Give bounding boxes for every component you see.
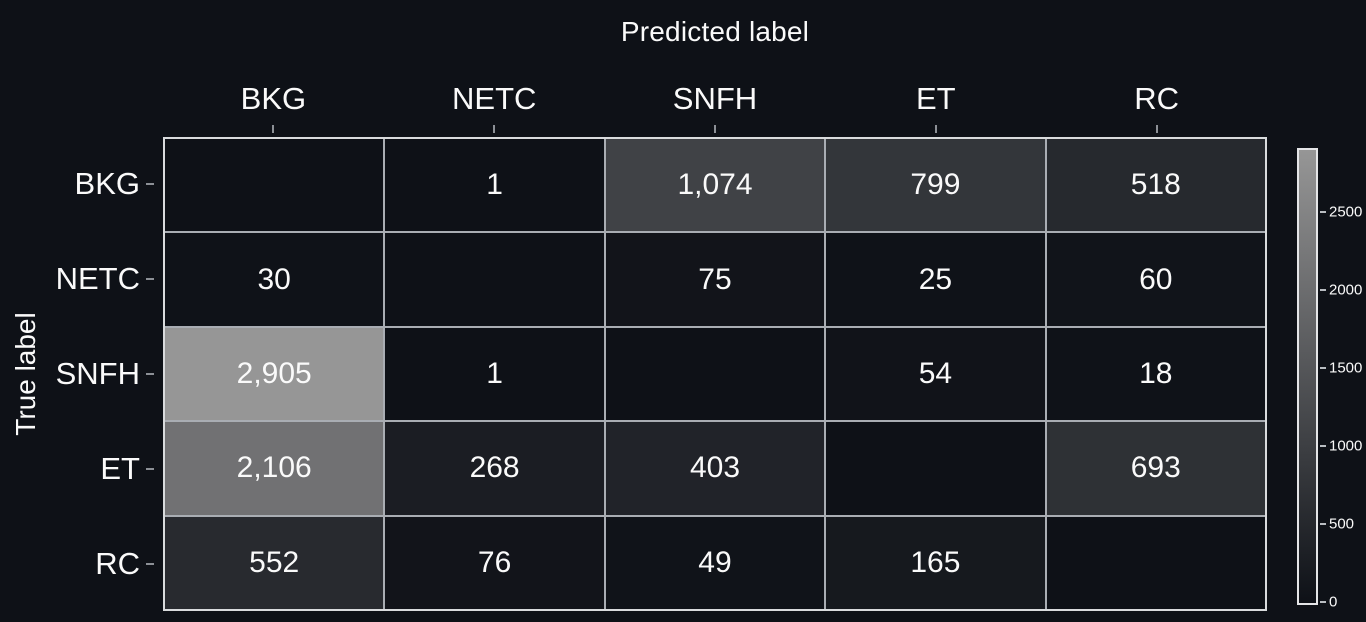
heatmap-cell-netc-et: 25 [826, 233, 1045, 326]
y-axis-tick-labels: BKG NETC SNFH ET RC [0, 137, 142, 611]
colorbar-tick-mark [1320, 445, 1326, 448]
x-tick-mark [934, 125, 937, 133]
y-tick-mark [146, 562, 154, 565]
heatmap-cell-et-snfh: 403 [605, 422, 825, 515]
col-header-rc: RC [1134, 81, 1179, 116]
colorbar-tick-label: 1000 [1329, 437, 1363, 455]
heatmap-cell-netc-netc [385, 233, 604, 326]
heatmap-cell-snfh-rc: 18 [1046, 327, 1265, 421]
heatmap-cell-et-et [826, 422, 1045, 515]
heatmap-cell-rc-rc [1046, 516, 1265, 609]
heatmap-cell-bkg-snfh: 1,074 [605, 139, 825, 232]
heatmap-cell-bkg-netc: 1 [385, 139, 604, 232]
colorbar-tick-label: 2000 [1329, 281, 1363, 299]
y-axis-tick-marks [146, 137, 154, 611]
x-tick-mark [1155, 125, 1158, 133]
colorbar-tick-mark [1320, 211, 1326, 214]
heatmap-cell-et-netc: 268 [385, 422, 604, 515]
colorbar-gradient [1297, 148, 1318, 605]
col-header-bkg: BKG [240, 81, 307, 116]
heatmap-cell-et-rc: 693 [1046, 422, 1265, 515]
heatmap-cell-netc-rc: 60 [1046, 233, 1265, 326]
colorbar-tick-label: 500 [1329, 515, 1355, 533]
heatmap-cell-rc-netc: 76 [385, 516, 604, 609]
heatmap-grid: 1 1,074 799 518 30 75 25 60 2,905 1 54 18 2,106 268 40… [163, 137, 1267, 611]
heatmap-cell-netc-bkg: 30 [165, 233, 384, 326]
heatmap-cell-snfh-et: 54 [826, 327, 1045, 421]
y-tick-mark [146, 372, 154, 375]
y-tick-mark [146, 467, 154, 470]
x-tick-mark [493, 125, 496, 133]
colorbar-tick-mark [1320, 601, 1326, 603]
colorbar-tick-mark [1320, 523, 1326, 526]
y-tick-mark [146, 183, 154, 186]
heatmap-cell-snfh-snfh [605, 327, 825, 421]
x-axis-tick-labels: BKG NETC SNFH ET RC [163, 78, 1267, 120]
heatmap-cell-bkg-et: 799 [826, 139, 1045, 232]
col-header-netc: NETC [452, 81, 537, 116]
x-axis-tick-marks [163, 125, 1267, 133]
col-header-snfh: SNFH [672, 81, 758, 116]
x-tick-mark [713, 125, 716, 133]
heatmap-cell-rc-bkg: 552 [165, 516, 384, 609]
colorbar-tick-mark [1320, 289, 1326, 292]
heatmap-cell-bkg-rc: 518 [1046, 139, 1265, 232]
heatmap-cell-snfh-bkg: 2,905 [165, 327, 384, 421]
heatmap-cell-rc-et: 165 [826, 516, 1045, 609]
colorbar-tick-label: 1500 [1329, 359, 1363, 377]
y-tick-mark [146, 278, 154, 281]
colorbar-tick-mark [1320, 367, 1326, 370]
x-tick-mark [272, 125, 275, 133]
heatmap-cell-et-bkg: 2,106 [165, 422, 384, 515]
colorbar-tick-label: 2500 [1329, 203, 1363, 221]
heatmap-cell-bkg-bkg [165, 139, 384, 232]
row-label-rc: RC [95, 545, 140, 581]
row-label-netc: NETC [55, 261, 140, 297]
x-axis-title: Predicted label [620, 16, 810, 47]
heatmap-cell-snfh-netc: 1 [385, 327, 604, 421]
row-label-bkg: BKG [74, 166, 140, 202]
col-header-et: ET [915, 81, 956, 116]
row-label-snfh: SNFH [55, 355, 140, 391]
colorbar-tick-label: 0 [1329, 593, 1338, 611]
heatmap-cell-netc-snfh: 75 [605, 233, 825, 326]
row-label-et: ET [100, 450, 140, 486]
heatmap-cell-rc-snfh: 49 [605, 516, 825, 609]
